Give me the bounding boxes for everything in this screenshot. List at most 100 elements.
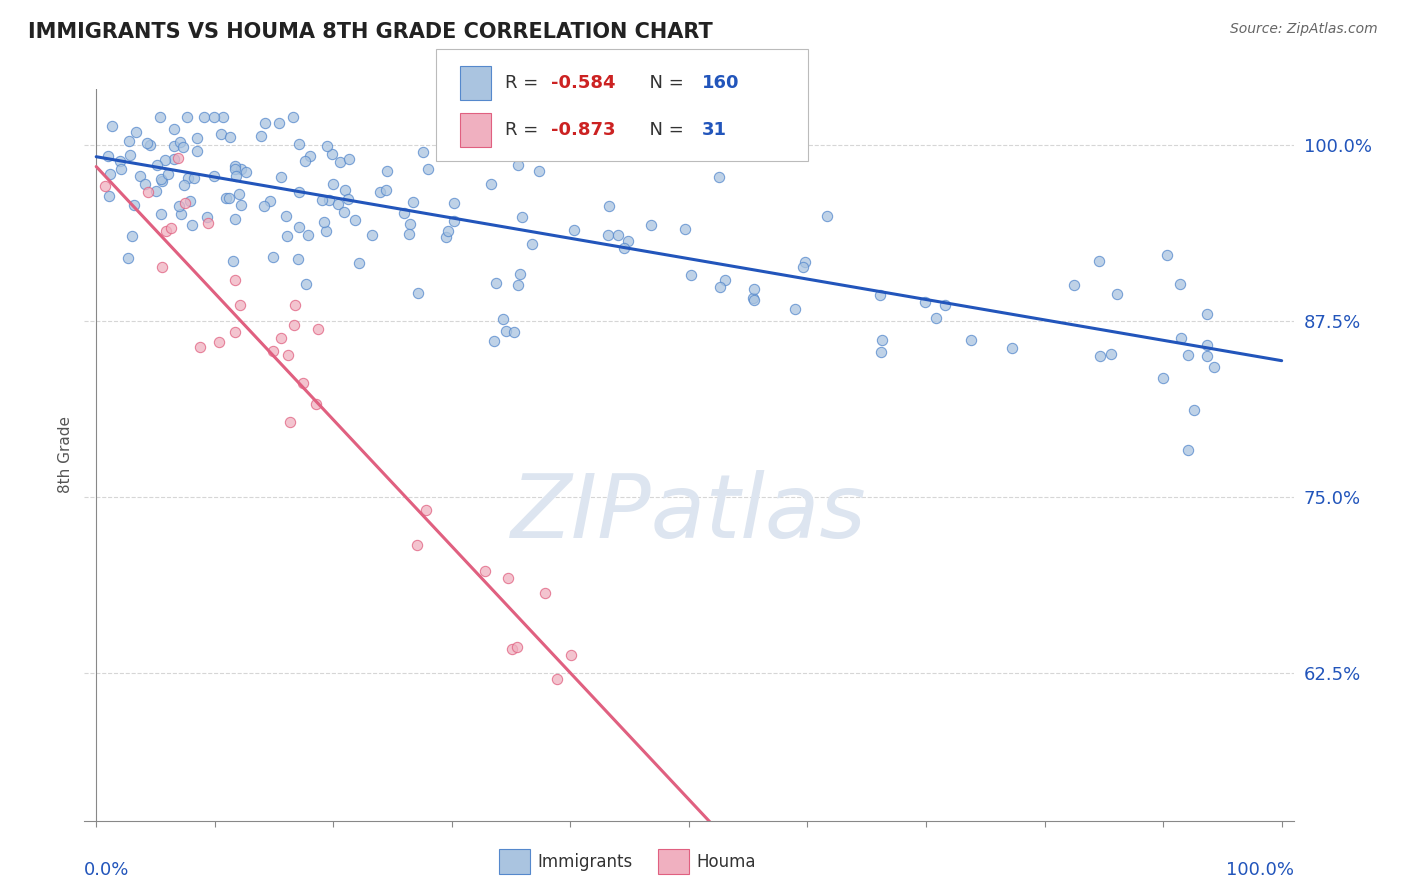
Point <box>281 111 304 125</box>
Point <box>1182 402 1205 417</box>
Point <box>156 167 179 181</box>
Point <box>224 159 246 173</box>
Point <box>250 129 273 144</box>
Point <box>640 218 662 232</box>
Point <box>97 149 120 163</box>
Point <box>262 344 284 359</box>
Point <box>215 191 238 205</box>
Point <box>509 268 531 282</box>
Point <box>229 298 252 312</box>
Point <box>149 207 172 221</box>
Point <box>269 116 291 130</box>
Point <box>202 169 225 183</box>
Point <box>262 251 284 265</box>
Point <box>181 218 204 232</box>
Point <box>482 334 505 348</box>
Point <box>108 154 131 169</box>
Point <box>416 161 439 176</box>
Point <box>401 195 423 210</box>
Point <box>294 154 316 169</box>
Point <box>1204 359 1226 374</box>
Point <box>218 191 240 205</box>
Point <box>742 282 765 296</box>
Point <box>270 331 292 345</box>
Point <box>399 217 422 231</box>
Point <box>322 177 344 191</box>
Point <box>299 149 322 163</box>
Point <box>679 268 702 282</box>
Point <box>183 171 205 186</box>
Point <box>307 322 329 336</box>
Point <box>934 298 956 312</box>
Point <box>202 111 225 125</box>
Point <box>1156 247 1178 261</box>
Point <box>305 397 328 411</box>
Point <box>714 273 737 287</box>
Point <box>186 131 208 145</box>
Point <box>1099 347 1122 361</box>
Point <box>316 138 339 153</box>
Point <box>122 198 145 212</box>
Point <box>318 193 340 207</box>
Point <box>1088 253 1111 268</box>
Point <box>1063 278 1085 293</box>
Point <box>311 193 333 207</box>
Text: 160: 160 <box>702 74 740 93</box>
Point <box>495 324 517 338</box>
Point <box>276 228 298 243</box>
Point <box>501 642 523 657</box>
Point <box>794 255 817 269</box>
Point <box>534 586 557 600</box>
Point <box>368 186 391 200</box>
Point <box>607 227 630 242</box>
Point <box>295 277 318 292</box>
Point <box>136 136 159 151</box>
Point <box>375 164 398 178</box>
Point <box>231 162 253 177</box>
Point <box>120 148 142 162</box>
Y-axis label: 8th Grade: 8th Grade <box>58 417 73 493</box>
Text: Houma: Houma <box>696 853 755 871</box>
Point <box>174 195 197 210</box>
Point <box>179 194 201 208</box>
Point <box>150 174 173 188</box>
Point <box>169 207 191 221</box>
Point <box>163 139 186 153</box>
Point <box>613 241 636 255</box>
Point <box>412 145 434 159</box>
Point <box>101 119 124 133</box>
Point <box>235 165 257 179</box>
Point <box>333 204 356 219</box>
Point <box>742 291 765 305</box>
Point <box>398 227 420 242</box>
Point <box>598 227 620 242</box>
Point <box>98 167 121 181</box>
Point <box>163 122 186 136</box>
Point <box>139 138 162 153</box>
Point <box>283 318 305 332</box>
Point <box>869 345 891 359</box>
Point <box>155 224 177 238</box>
Point <box>1105 286 1128 301</box>
Point <box>337 192 360 206</box>
Point <box>125 125 148 139</box>
Point <box>276 209 298 223</box>
Point <box>176 111 198 125</box>
Point <box>333 183 356 197</box>
Point <box>98 189 121 203</box>
Point <box>598 199 620 213</box>
Point <box>321 147 343 161</box>
Point <box>443 213 465 227</box>
Point <box>506 640 529 654</box>
Text: -0.873: -0.873 <box>551 120 616 138</box>
Point <box>443 196 465 211</box>
Point <box>219 130 242 145</box>
Point <box>211 111 233 125</box>
Text: N =: N = <box>638 74 690 93</box>
Point <box>1088 349 1111 363</box>
Point <box>228 187 250 202</box>
Point <box>224 273 246 287</box>
Point <box>118 134 141 148</box>
Text: 31: 31 <box>702 120 727 138</box>
Point <box>562 223 585 237</box>
